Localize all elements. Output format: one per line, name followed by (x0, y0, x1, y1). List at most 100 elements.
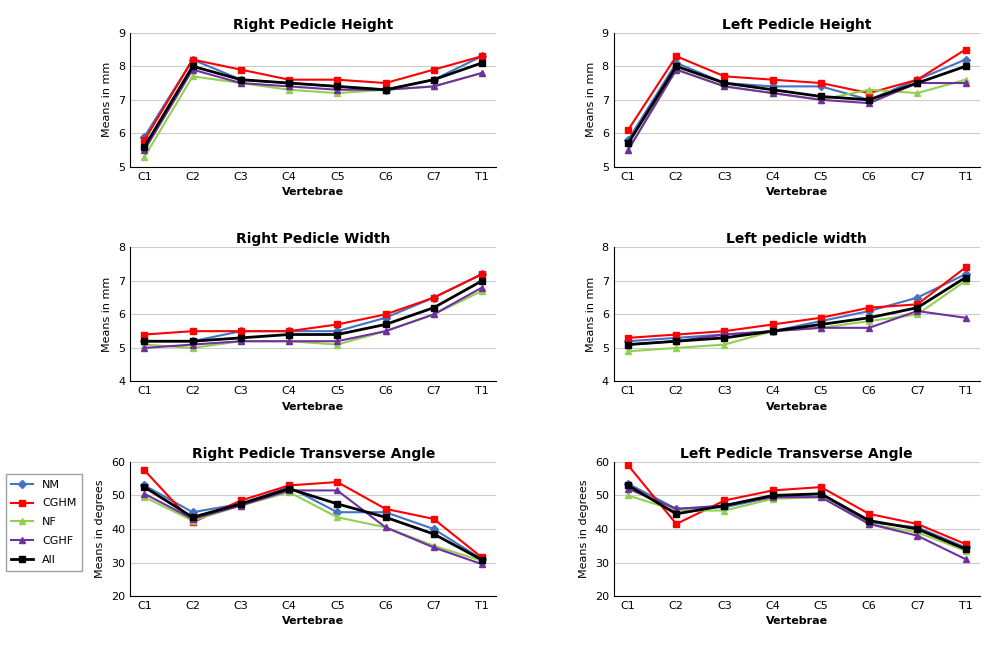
All (428, 76, 440, 84)
CGHF (767, 89, 779, 97)
NF (670, 506, 682, 514)
All (863, 96, 875, 103)
NM (476, 555, 488, 563)
NF (911, 529, 923, 536)
All (138, 143, 150, 151)
All (815, 92, 827, 100)
CGHF (331, 487, 343, 495)
NF (960, 547, 972, 555)
Title: Right Pedicle Height: Right Pedicle Height (233, 18, 393, 31)
All (476, 277, 488, 285)
All (187, 62, 199, 70)
Y-axis label: Means in mm: Means in mm (102, 277, 112, 352)
NF (476, 287, 488, 295)
CGHF (815, 493, 827, 501)
All (767, 491, 779, 499)
NF (718, 341, 730, 348)
CGHM (428, 66, 440, 73)
NM (428, 76, 440, 84)
All (670, 62, 682, 70)
NM (138, 337, 150, 345)
X-axis label: Vertebrae: Vertebrae (282, 616, 344, 626)
Line: NF: NF (141, 69, 485, 160)
NM (815, 317, 827, 325)
All (283, 331, 295, 339)
CGHM (863, 304, 875, 312)
CGHF (767, 328, 779, 335)
CGHM (331, 320, 343, 328)
NF (235, 79, 247, 87)
Line: NM: NM (142, 271, 485, 344)
All (911, 304, 923, 312)
Line: CGHM: CGHM (625, 462, 969, 548)
All (331, 500, 343, 508)
NF (235, 502, 247, 510)
NF (283, 337, 295, 345)
All (187, 514, 199, 521)
NM (960, 56, 972, 64)
NM (476, 52, 488, 60)
CGHM (235, 328, 247, 335)
Line: NM: NM (625, 271, 968, 344)
CGHF (138, 146, 150, 154)
CGHF (235, 337, 247, 345)
NF (670, 66, 682, 73)
CGHF (187, 66, 199, 73)
CGHF (283, 337, 295, 345)
CGHF (670, 505, 682, 513)
NF (283, 488, 295, 496)
All (380, 514, 392, 521)
Line: NM: NM (625, 481, 968, 550)
All (670, 510, 682, 518)
NF (283, 86, 295, 94)
NM (911, 293, 923, 301)
X-axis label: Vertebrae: Vertebrae (282, 187, 344, 197)
CGHF (767, 493, 779, 501)
NF (815, 493, 827, 501)
NM (670, 59, 682, 67)
CGHF (380, 523, 392, 531)
CGHF (960, 79, 972, 87)
NM (380, 314, 392, 322)
X-axis label: Vertebrae: Vertebrae (282, 402, 344, 412)
NM (863, 307, 875, 315)
CGHF (476, 284, 488, 291)
All (815, 490, 827, 498)
NF (863, 520, 875, 528)
NM (960, 271, 972, 278)
CGHM (622, 126, 634, 134)
Legend: NM, CGHM, NF, CGHF, All: NM, CGHM, NF, CGHF, All (6, 474, 82, 571)
Title: Right Pedicle Transverse Angle: Right Pedicle Transverse Angle (192, 447, 435, 460)
NM (380, 86, 392, 94)
CGHF (476, 560, 488, 568)
NM (380, 508, 392, 516)
Title: Left Pedicle Transverse Angle: Left Pedicle Transverse Angle (680, 447, 913, 460)
All (235, 500, 247, 508)
NM (863, 96, 875, 103)
NM (428, 293, 440, 301)
CGHF (331, 86, 343, 94)
Title: Right Pedicle Width: Right Pedicle Width (236, 232, 390, 246)
NF (718, 506, 730, 514)
NF (622, 347, 634, 355)
CGHM (476, 271, 488, 278)
Line: CGHF: CGHF (625, 308, 969, 348)
CGHM (476, 52, 488, 60)
Line: NF: NF (141, 489, 485, 565)
NF (138, 153, 150, 160)
CGHM (331, 478, 343, 486)
NM (187, 337, 199, 345)
NM (718, 79, 730, 87)
Line: CGHM: CGHM (625, 46, 969, 134)
NM (428, 525, 440, 533)
NF (331, 514, 343, 521)
NM (718, 331, 730, 339)
NM (283, 328, 295, 335)
NF (187, 344, 199, 352)
CGHF (235, 502, 247, 510)
Line: NM: NM (142, 483, 485, 562)
CGHM (767, 76, 779, 84)
Line: CGHM: CGHM (625, 264, 969, 341)
CGHF (911, 79, 923, 87)
CGHM (235, 496, 247, 504)
